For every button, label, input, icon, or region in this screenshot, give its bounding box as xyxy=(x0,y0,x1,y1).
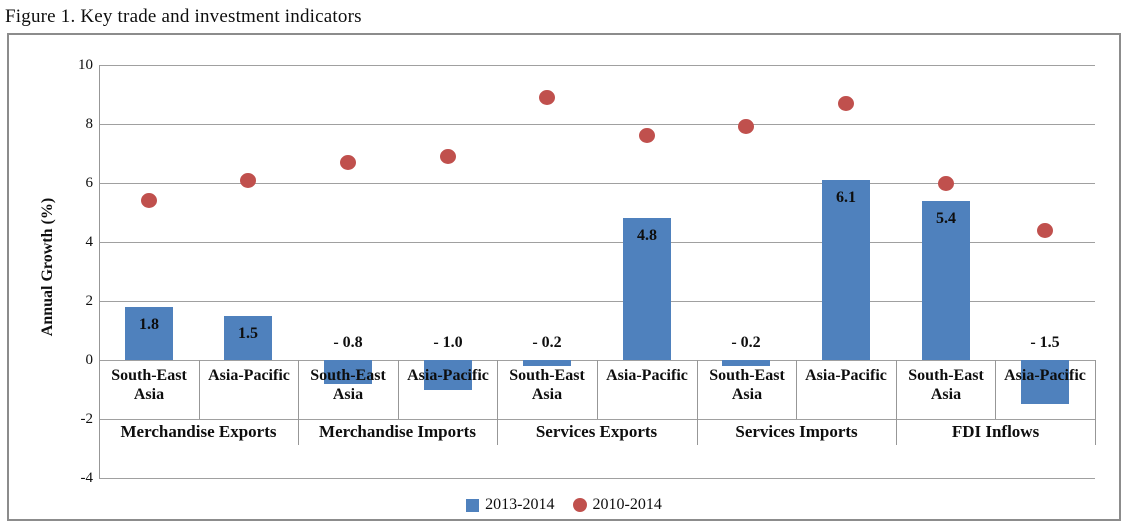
axis-group-label: Merchandise Exports xyxy=(120,422,277,441)
axis-subcategory-label: Asia-Pacific xyxy=(208,367,290,384)
legend-circle-icon xyxy=(572,498,587,512)
bar-2013-2014 xyxy=(1021,360,1069,404)
axis-subcategory-label: Asia-Pacific xyxy=(805,367,887,384)
gridline-y-4 xyxy=(99,478,1095,479)
dot-2010-2014 xyxy=(838,96,854,111)
axis-subcategory-label: South-East Asia xyxy=(709,367,785,403)
dot-2010-2014 xyxy=(639,128,655,143)
y-axis-tick-label: 2 xyxy=(85,293,94,309)
bar-2013-2014 xyxy=(224,316,272,360)
group-separator-line xyxy=(697,360,698,445)
y-axis-tick-label: -2 xyxy=(80,411,94,427)
y-axis-tick-label: 6 xyxy=(85,175,94,191)
figure-title: Figure 1. Key trade and investment indic… xyxy=(5,6,362,27)
legend-square-icon xyxy=(466,498,480,512)
bar-2013-2014 xyxy=(623,218,671,360)
subcategory-separator-line xyxy=(597,360,598,419)
legend-item: 2010-2014 xyxy=(572,496,662,514)
axis-subcategory-label: South-East Asia xyxy=(310,367,386,403)
axis-subcategory-label: South-East Asia xyxy=(509,367,585,403)
bar-value-label: - 1.5 xyxy=(1030,334,1060,351)
bar-2013-2014 xyxy=(125,307,173,360)
gridline-y4 xyxy=(99,242,1095,243)
dot-2010-2014 xyxy=(440,149,456,164)
dot-2010-2014 xyxy=(240,173,256,188)
bar-2013-2014 xyxy=(822,180,870,360)
y-axis-tick-label: 8 xyxy=(85,116,94,132)
dot-2010-2014 xyxy=(340,155,356,170)
bar-value-label: 1.5 xyxy=(238,325,258,342)
bar-2013-2014 xyxy=(922,201,970,360)
subcategory-separator-line xyxy=(796,360,797,419)
axis-group-label: Services Exports xyxy=(535,422,658,441)
gridline-y6 xyxy=(99,183,1095,184)
axis-subcategory-label: Asia-Pacific xyxy=(407,367,489,384)
subcategory-separator-line xyxy=(398,360,399,419)
y-axis-tick-label: 4 xyxy=(85,234,94,250)
y-axis-tick-label: 0 xyxy=(85,352,94,368)
legend-label: 2010-2014 xyxy=(592,496,662,513)
y-axis-tick-label: -4 xyxy=(80,470,94,486)
legend-label: 2013-2014 xyxy=(485,496,555,513)
category-table-right-border xyxy=(1095,360,1096,445)
axis-subcategory-label: Asia-Pacific xyxy=(1004,367,1086,384)
y-axis-tick-label: 10 xyxy=(78,57,93,73)
group-separator-line xyxy=(896,360,897,445)
dot-2010-2014 xyxy=(539,90,555,105)
axis-subcategory-label: South-East Asia xyxy=(908,367,984,403)
axis-subcategory-label: Asia-Pacific xyxy=(606,367,688,384)
dot-2010-2014 xyxy=(938,176,954,191)
bar-value-label: - 0.2 xyxy=(532,334,562,351)
dot-2010-2014 xyxy=(738,119,754,134)
bar-value-label: - 0.8 xyxy=(333,334,363,351)
bar-value-label: - 0.2 xyxy=(731,334,761,351)
bar-2013-2014 xyxy=(523,360,571,366)
bar-value-label: - 1.0 xyxy=(433,334,463,351)
gridline-y10 xyxy=(99,65,1095,66)
bar-value-label: 1.8 xyxy=(139,316,159,333)
chart-legend: 2013-2014 2010-2014 xyxy=(9,496,1119,514)
axis-group-label: FDI Inflows xyxy=(951,422,1040,441)
y-axis-line xyxy=(99,65,100,479)
bar-2013-2014 xyxy=(324,360,372,384)
legend-item: 2013-2014 xyxy=(466,496,555,514)
gridline-y2 xyxy=(99,301,1095,302)
bar-value-label: 4.8 xyxy=(637,227,657,244)
group-separator-line xyxy=(497,360,498,445)
bar-value-label: 5.4 xyxy=(936,210,956,227)
gridline-y8 xyxy=(99,124,1095,125)
chart-frame: Annual Growth (%) 2013-2014 2010-2014 10 8… xyxy=(7,33,1121,521)
bar-2013-2014 xyxy=(722,360,770,366)
gridline-y-2 xyxy=(99,419,1095,420)
bar-value-label: 6.1 xyxy=(836,189,856,206)
dot-2010-2014 xyxy=(141,193,157,208)
dot-2010-2014 xyxy=(1037,223,1053,238)
subcategory-separator-line xyxy=(995,360,996,419)
subcategory-separator-line xyxy=(199,360,200,419)
axis-subcategory-label: South-East Asia xyxy=(111,367,187,403)
axis-group-label: Merchandise Imports xyxy=(319,422,476,441)
axis-group-label: Services Imports xyxy=(735,422,858,441)
group-separator-line xyxy=(298,360,299,445)
bar-2013-2014 xyxy=(424,360,472,390)
